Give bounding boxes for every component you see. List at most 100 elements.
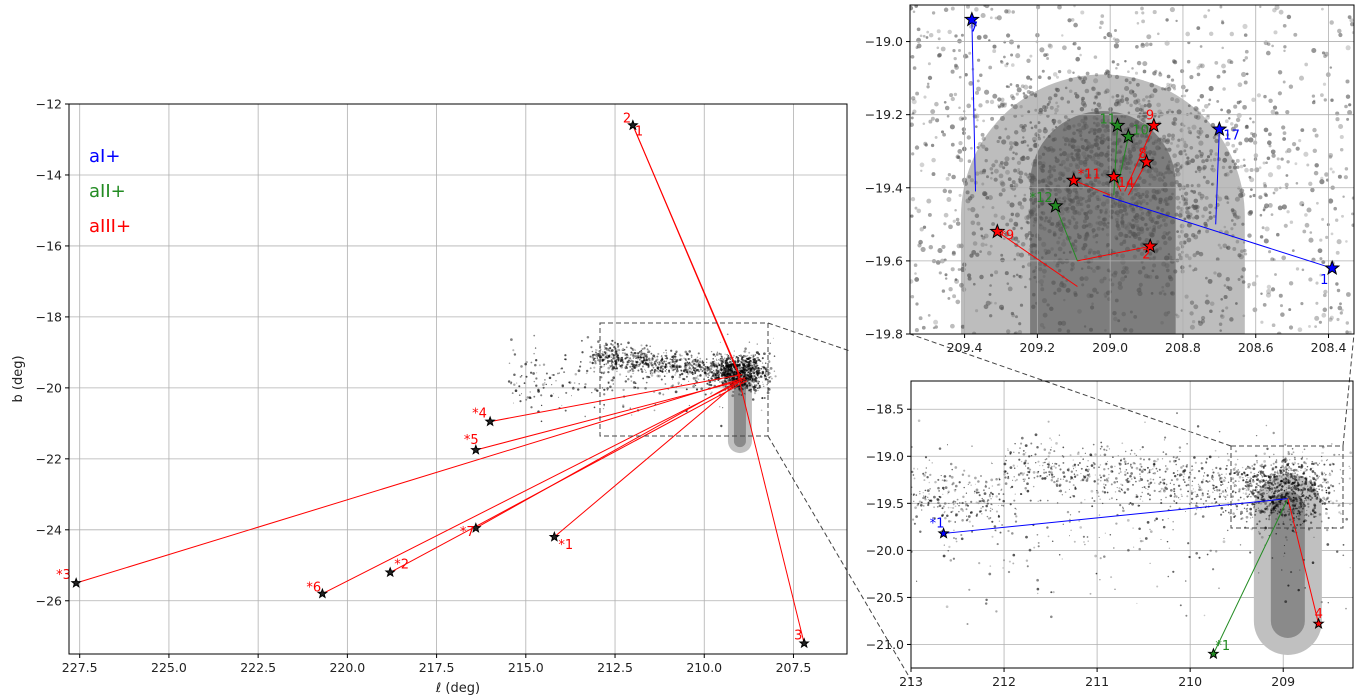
background-star (1084, 468, 1088, 472)
background-star (1105, 478, 1109, 482)
star-label: *4 (472, 407, 487, 422)
background-star (1149, 494, 1151, 497)
background-star (1300, 510, 1304, 513)
background-star (1290, 483, 1293, 485)
x-tick-label: 212 (992, 674, 1016, 689)
background-star (717, 376, 720, 379)
background-star (1174, 459, 1177, 462)
background-star (1018, 175, 1023, 179)
background-star (968, 481, 971, 484)
background-star (639, 361, 642, 364)
background-star (1076, 474, 1079, 477)
background-star (720, 361, 722, 363)
background-star (1199, 197, 1204, 201)
background-star (1023, 480, 1025, 483)
background-star (660, 378, 663, 381)
background-star (937, 486, 940, 490)
background-star (979, 500, 981, 503)
background-star (724, 357, 726, 359)
background-star (743, 392, 745, 395)
background-star (1345, 607, 1347, 610)
background-star (716, 373, 718, 376)
background-star (1146, 466, 1149, 469)
background-star (1244, 492, 1248, 496)
background-star (1105, 463, 1108, 465)
background-star (1289, 472, 1293, 476)
background-star (599, 358, 601, 360)
background-star (1193, 267, 1198, 271)
background-star (1237, 472, 1240, 475)
background-star (725, 365, 728, 368)
background-star (1245, 508, 1248, 510)
background-star (614, 362, 618, 366)
background-star (717, 367, 719, 369)
background-star (1275, 532, 1277, 535)
background-star (1152, 472, 1155, 475)
background-star (1158, 72, 1163, 77)
connector-line (1212, 498, 1289, 655)
background-star (1167, 575, 1170, 578)
background-star (746, 387, 749, 389)
background-star (920, 501, 923, 504)
background-star (1119, 98, 1125, 104)
background-star (1062, 180, 1066, 183)
background-star (1303, 504, 1307, 507)
background-star (958, 505, 960, 507)
background-star (937, 52, 942, 58)
background-star (1047, 169, 1052, 174)
background-star (1304, 470, 1306, 472)
background-star (1051, 476, 1054, 479)
background-star (1214, 502, 1216, 504)
background-star (1277, 473, 1279, 475)
background-star (758, 381, 760, 383)
background-star (693, 369, 696, 372)
background-star (1188, 479, 1190, 481)
background-star (1158, 291, 1163, 295)
background-star (1216, 99, 1220, 103)
background-star (1331, 471, 1333, 473)
background-star (750, 369, 753, 373)
background-star (535, 372, 538, 374)
background-star (964, 72, 968, 77)
background-star (716, 365, 718, 368)
background-star (603, 351, 606, 353)
background-star (1042, 326, 1046, 329)
background-star (1321, 500, 1325, 503)
background-star (1276, 477, 1279, 481)
background-star (720, 355, 723, 358)
background-star (1096, 167, 1101, 172)
background-star (633, 366, 637, 369)
background-star (1317, 485, 1320, 488)
background-star (1280, 475, 1283, 478)
background-star (1175, 167, 1180, 173)
background-star (1212, 471, 1215, 474)
background-star (1255, 508, 1257, 511)
background-star (1007, 449, 1009, 451)
background-star (910, 294, 915, 299)
background-star (1206, 155, 1211, 159)
background-star (1191, 124, 1197, 130)
background-star (1241, 479, 1245, 482)
background-star (1233, 123, 1239, 128)
background-star (1078, 462, 1081, 464)
star-marker (1312, 617, 1325, 629)
background-star (1023, 472, 1026, 475)
background-star (641, 370, 644, 373)
background-star (1096, 204, 1100, 208)
background-star (748, 369, 750, 371)
background-star (1203, 614, 1206, 617)
background-star (672, 364, 674, 366)
background-star (1207, 278, 1213, 284)
background-star (1333, 490, 1335, 492)
background-star (1212, 478, 1214, 481)
background-star (938, 490, 940, 492)
background-star (627, 341, 630, 345)
background-star (1318, 513, 1322, 516)
background-star (1173, 87, 1177, 91)
background-star (1205, 461, 1208, 464)
background-star (1234, 480, 1237, 483)
background-star (743, 351, 745, 353)
star-marker (470, 444, 482, 455)
background-star (1140, 42, 1145, 46)
